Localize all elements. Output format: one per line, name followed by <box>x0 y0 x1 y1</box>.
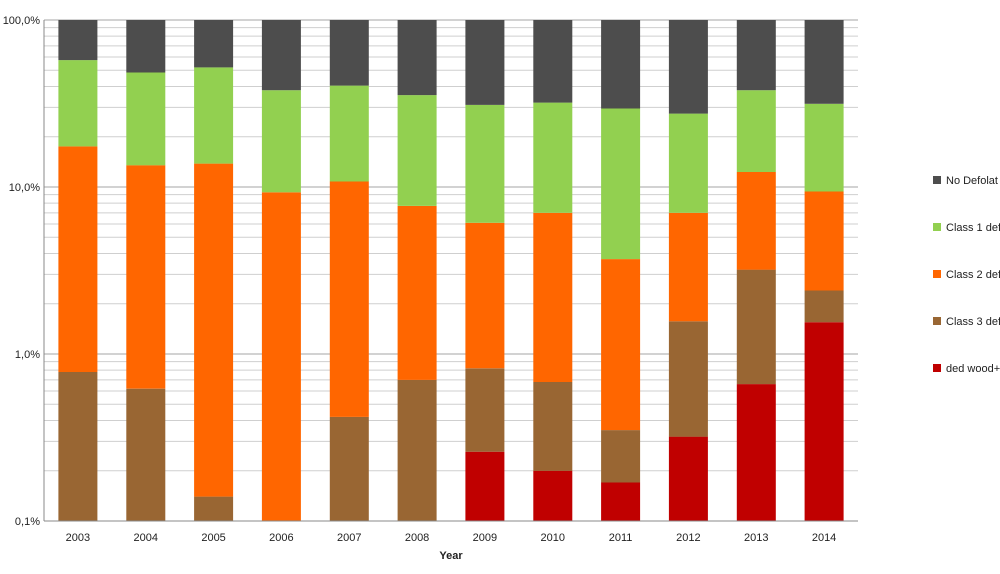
bar-2008-class-2-defo <box>397 206 437 380</box>
y-tick-label: 1,0% <box>15 349 40 361</box>
grid <box>44 19 858 522</box>
bar-2013-class-3-defo <box>736 269 776 385</box>
x-tick-label: 2012 <box>676 532 700 544</box>
bar-2012-class-2-defo <box>668 212 708 322</box>
bar-2013-class-1-defo <box>736 90 776 172</box>
bar-2003-no-defolat <box>58 20 98 61</box>
bar-2010-ded-wood <box>533 470 573 521</box>
bar-2003-class-2-defo <box>58 146 98 372</box>
x-tick-label: 2013 <box>744 532 768 544</box>
bar-2011-ded-wood <box>601 482 641 521</box>
legend-label: Class 3 defo <box>946 316 1000 328</box>
legend-swatch <box>933 223 941 231</box>
legend-swatch <box>933 270 941 278</box>
bar-2014-no-defolat <box>804 20 844 104</box>
axes <box>43 20 858 522</box>
bar-2013-ded-wood <box>736 384 776 521</box>
legend-swatch <box>933 364 941 372</box>
bar-2011-class-2-defo <box>601 259 641 431</box>
bar-2010-class-1-defo <box>533 102 573 213</box>
bar-2013-no-defolat <box>736 20 776 91</box>
legend-swatch <box>933 317 941 325</box>
legend: No Defolat Class 1 defo Class 2 defo Class … <box>933 175 1000 375</box>
bar-2011-class-3-defo <box>601 430 641 483</box>
bar-2008-class-3-defo <box>397 379 437 521</box>
bar-2005-class-2-defo <box>194 163 234 497</box>
bar-2011-no-defolat <box>601 20 641 109</box>
bar-2014-class-1-defo <box>804 103 844 192</box>
bar-2007-class-3-defo <box>329 416 369 521</box>
bar-2009-no-defolat <box>465 20 505 105</box>
bar-2008-class-1-defo <box>397 95 437 206</box>
bar-2012-class-1-defo <box>668 113 708 213</box>
legend-swatch <box>933 176 941 184</box>
legend-label: Class 2 defo <box>946 269 1000 281</box>
bar-2005-class-1-defo <box>194 67 234 164</box>
bar-2004-class-3-defo <box>126 388 166 521</box>
x-tick-labels: 2003 2004 2005 2006 2007 2008 2009 2010 2011 2012… <box>66 532 837 544</box>
bar-2003-class-1-defo <box>58 60 98 147</box>
bar-2005-class-3-defo <box>194 496 234 521</box>
bar-2006-class-1-defo <box>261 90 301 193</box>
y-tick-label: 0,1% <box>15 516 40 528</box>
x-tick-label: 2006 <box>269 532 293 544</box>
x-tick-label: 2003 <box>66 532 90 544</box>
legend-label: Class 1 defo <box>946 222 1000 234</box>
bar-2009-ded-wood <box>465 451 505 521</box>
bar-2010-no-defolat <box>533 20 573 103</box>
bar-2004-class-2-defo <box>126 165 166 389</box>
x-tick-label: 2008 <box>405 532 429 544</box>
x-tick-label: 2007 <box>337 532 361 544</box>
bar-2007-class-1-defo <box>329 85 369 182</box>
bar-2003-class-3-defo <box>58 372 98 521</box>
legend-label: ded wood+ <box>946 363 1000 375</box>
bar-2009-class-1-defo <box>465 104 505 223</box>
bar-2012-ded-wood <box>668 436 708 521</box>
bar-2010-class-2-defo <box>533 212 573 382</box>
bar-2007-class-2-defo <box>329 181 369 417</box>
x-tick-label: 2014 <box>812 532 836 544</box>
bar-2013-class-2-defo <box>736 172 776 270</box>
y-tick-label: 10,0% <box>9 182 40 194</box>
x-tick-label: 2010 <box>541 532 565 544</box>
y-tick-label: 100,0% <box>3 15 41 27</box>
bar-2010-class-3-defo <box>533 382 573 471</box>
bar-2004-class-1-defo <box>126 72 166 166</box>
legend-label: No Defolat <box>946 175 998 187</box>
x-axis-title: Year <box>439 550 463 562</box>
bar-2004-no-defolat <box>126 20 166 73</box>
bar-2014-ded-wood <box>804 322 844 521</box>
bar-2012-no-defolat <box>668 20 708 114</box>
bar-2006-no-defolat <box>261 20 301 91</box>
bar-2009-class-2-defo <box>465 222 505 369</box>
bar-2007-no-defolat <box>329 20 369 86</box>
x-tick-label: 2004 <box>134 532 158 544</box>
bar-2008-no-defolat <box>397 20 437 96</box>
x-tick-label: 2005 <box>201 532 225 544</box>
bar-2014-class-2-defo <box>804 191 844 291</box>
bar-2014-class-3-defo <box>804 290 844 323</box>
y-tick-labels: 0,1% 1,0% 10,0% 100,0% <box>3 15 41 528</box>
bar-2005-no-defolat <box>194 20 234 68</box>
bar-2012-class-3-defo <box>668 321 708 437</box>
bar-2006-class-2-defo <box>261 192 301 522</box>
x-tick-label: 2009 <box>473 532 497 544</box>
bar-2009-class-3-defo <box>465 368 505 452</box>
bars <box>58 20 844 522</box>
bar-2011-class-1-defo <box>601 108 641 260</box>
x-tick-label: 2011 <box>609 532 633 544</box>
